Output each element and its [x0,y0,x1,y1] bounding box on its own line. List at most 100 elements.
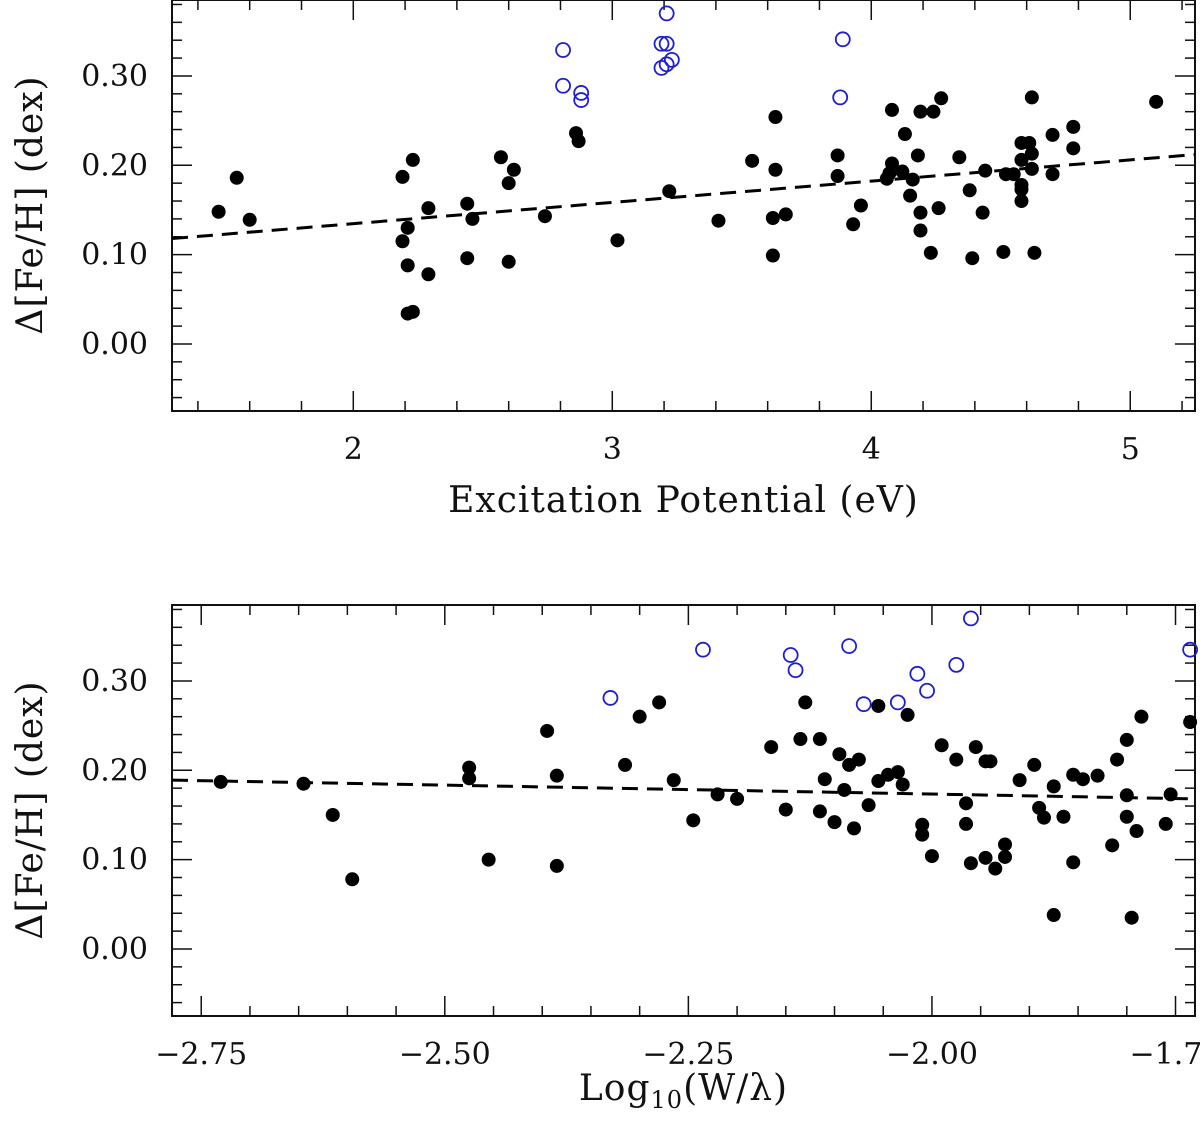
data-point-filled [768,162,783,177]
data-point-filled [1045,127,1060,142]
data-point-filled [1014,182,1029,197]
data-point-filled [242,212,257,227]
data-point-filled [900,707,915,722]
x-tick-label: −2.25 [642,1037,734,1072]
data-point-filled [959,816,974,831]
data-point-open [653,35,670,52]
chart-panel-1: 2 3 4 5 0.00 0.10 0.20 0.30 Excitation Potential… [10,0,1196,521]
data-point-open [573,85,590,101]
data-point-filled [1119,732,1134,747]
data-point-filled [405,304,420,319]
data-point-filled [325,807,340,822]
data-point-open [602,690,619,706]
data-point-filled [395,169,410,184]
data-point-filled [662,184,677,199]
x-tick-label: −2.00 [886,1037,978,1072]
data-point-filled [571,134,586,149]
data-point-filled [923,245,938,260]
data-point-filled [913,223,928,238]
data-point-filled [996,244,1011,259]
data-point-filled [213,774,228,789]
data-point-filled [652,695,667,710]
data-point-open [889,694,906,711]
data-point-filled [345,872,360,887]
data-point-filled [1090,768,1105,783]
data-point-open [963,610,979,627]
data-point-open [787,662,804,679]
data-point-filled [884,156,899,171]
data-point-filled [798,695,813,710]
data-point-filled [1027,245,1042,260]
data-point-open [573,92,590,108]
data-point-open [658,56,675,73]
x-tick-label: −2.75 [155,1037,247,1072]
data-point-filled [890,765,905,780]
data-point-filled [421,201,436,216]
x-tick-label: −1.75 [1130,1037,1200,1072]
data-point-filled [1046,908,1061,923]
data-point-filled [421,267,436,282]
data-point-filled [460,251,475,266]
data-point-filled [462,771,477,786]
data-point-open [663,51,680,68]
data-point-open [555,42,571,58]
data-point-filled [1119,788,1134,803]
data-point-filled [949,752,964,767]
data-point-filled [830,148,845,163]
data-point-filled [983,754,998,769]
data-point-filled [1056,809,1071,824]
x-tick-label: 2 [344,432,363,467]
data-point-filled [913,104,928,119]
data-point-filled [837,782,852,797]
data-point-open [919,682,935,699]
data-point-filled [934,91,949,106]
data-point-filled [1066,855,1081,870]
data-point-filled [711,213,726,228]
data-point-filled [793,732,808,747]
data-point-filled [730,791,745,806]
data-point-filled [998,837,1013,852]
plot-frame [171,604,1196,1017]
data-point-open [782,647,799,663]
data-point-filled [965,251,980,266]
data-point-filled [1036,810,1051,825]
data-point-filled [832,747,847,762]
data-point-filled [549,858,564,873]
data-point-filled [549,768,564,783]
data-point-filled [666,773,681,788]
data-point-filled [871,698,886,713]
data-point-filled [1046,779,1061,794]
data-point-filled [460,196,475,211]
data-point-filled [817,772,832,787]
data-point-filled [493,150,508,165]
data-point-filled [1075,772,1090,787]
data-point-filled [962,183,977,198]
data-point-filled [915,817,930,832]
data-point-filled [846,217,861,232]
data-point-filled [1024,90,1039,105]
data-point-filled [952,150,967,165]
data-point-filled [1158,816,1173,831]
data-point-filled [975,205,990,220]
data-point-filled [827,815,842,830]
data-point-filled [765,248,780,263]
data-point-filled [1066,141,1081,156]
data-point-filled [812,804,827,819]
data-point-filled [963,856,978,871]
data-point-filled [778,802,793,817]
data-point-filled [926,104,941,119]
data-point-filled [905,172,920,187]
data-point-filled [481,852,496,867]
data-point-filled [632,709,647,724]
data-point-filled [1134,709,1149,724]
data-point-filled [853,198,868,213]
y-tick-label: 0.00 [81,327,148,362]
data-point-filled [1012,773,1027,788]
x-tick-label: 5 [1121,432,1140,467]
data-point-filled [610,233,625,248]
data-point-filled [895,777,910,792]
data-point-filled [830,169,845,184]
x-axis-title: Log10(W/λ) [579,1068,788,1114]
data-point-filled [934,738,949,753]
data-point-filled [229,170,244,185]
